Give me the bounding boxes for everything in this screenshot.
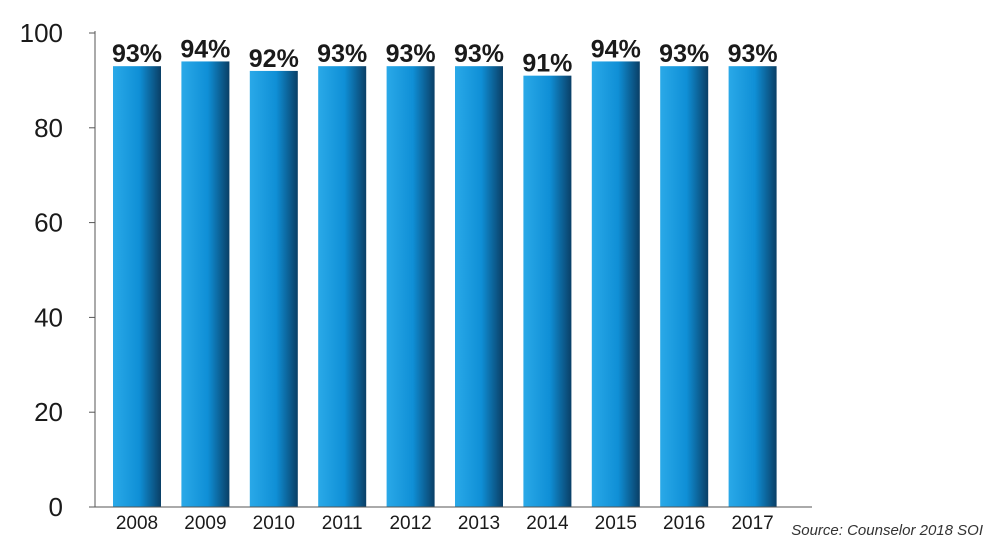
data-label: 94% — [180, 35, 230, 63]
bar — [249, 70, 298, 508]
bars: 93% 94% 92% 93% 93% 93% 91% 94% 93% 93% — [112, 35, 778, 508]
bar — [455, 66, 503, 508]
x-tick-label: 2012 — [389, 513, 431, 534]
y-tick-label: 80 — [34, 113, 63, 143]
data-label: 91% — [522, 50, 572, 78]
y-tick-label: 40 — [34, 302, 63, 332]
bar — [386, 66, 435, 508]
x-tick-label: 2010 — [253, 513, 295, 534]
bar — [181, 61, 230, 507]
x-tick-label: 2014 — [526, 513, 569, 534]
bar — [591, 61, 640, 507]
data-label: 93% — [317, 40, 367, 68]
data-label: 93% — [728, 40, 778, 68]
y-tick-label: 20 — [34, 397, 63, 427]
data-label: 93% — [454, 40, 504, 68]
data-label: 93% — [386, 40, 436, 68]
source-note: Source: Counselor 2018 SOI — [791, 522, 983, 539]
data-label: 93% — [112, 40, 162, 68]
x-tick-label: 2015 — [595, 513, 637, 534]
data-label: 93% — [659, 40, 709, 68]
data-label: 94% — [591, 35, 641, 63]
x-tick-label: 2017 — [731, 513, 773, 534]
x-tick-label: 2008 — [116, 513, 158, 534]
bar — [113, 66, 161, 508]
x-tick-label: 2016 — [663, 513, 705, 534]
y-tick-label: 0 — [49, 492, 63, 522]
x-tick-label: 2009 — [184, 513, 226, 534]
x-axis: 2008 2009 2010 2011 2012 2013 2014 2015 2016 2017 — [95, 506, 812, 534]
y-axis: 0 20 40 60 80 100 — [20, 18, 96, 522]
x-tick-label: 2013 — [458, 513, 500, 534]
bar — [660, 66, 709, 508]
y-tick-label: 100 — [20, 18, 63, 48]
x-tick-label: 2011 — [322, 513, 363, 534]
bar — [318, 66, 367, 508]
bar — [728, 66, 777, 508]
data-label: 92% — [249, 45, 299, 73]
bar — [523, 75, 572, 507]
y-tick-label: 60 — [34, 208, 63, 238]
